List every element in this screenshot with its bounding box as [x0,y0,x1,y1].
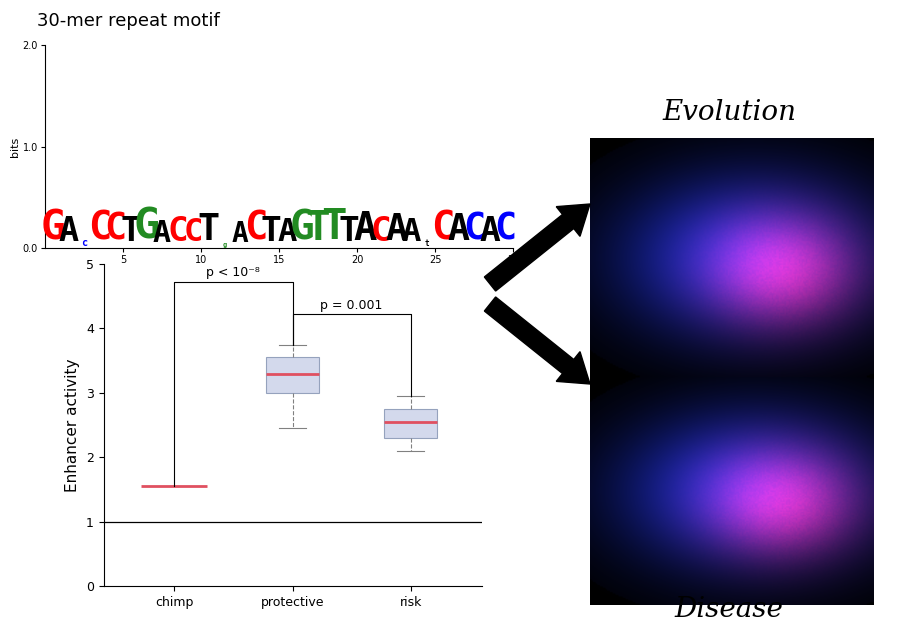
Text: T: T [121,215,141,248]
Text: A: A [353,210,376,248]
Text: G: G [40,209,65,248]
Text: T: T [306,209,330,248]
Text: C: C [494,211,517,248]
Text: A: A [385,211,407,248]
Text: C: C [370,215,391,248]
Text: C: C [244,210,267,248]
Text: C: C [167,215,188,248]
Text: Evolution: Evolution [662,99,796,126]
Y-axis label: Enhancer activity: Enhancer activity [65,358,80,492]
PathPatch shape [266,357,320,393]
Text: A: A [447,211,470,248]
Text: A: A [402,217,421,248]
Text: A: A [153,219,171,248]
Text: Disease: Disease [675,596,783,623]
Text: C: C [431,210,454,248]
Text: T: T [338,215,360,248]
Text: A: A [231,220,248,248]
Y-axis label: bits: bits [10,137,20,156]
Text: p = 0.001: p = 0.001 [320,299,382,312]
Text: g: g [222,242,227,248]
Text: T: T [198,211,220,248]
Text: t: t [425,239,429,248]
Text: c: c [81,238,87,248]
PathPatch shape [384,409,437,438]
Text: C: C [463,211,485,248]
Text: C: C [88,210,112,248]
Text: T: T [320,206,346,248]
Text: T: T [261,215,282,248]
FancyArrow shape [484,204,590,291]
Text: G: G [133,206,159,248]
Text: C: C [104,211,126,248]
FancyArrow shape [484,297,590,384]
Text: C: C [184,217,202,248]
Text: p < 10⁻⁸: p < 10⁻⁸ [206,267,260,279]
Text: G: G [290,209,315,248]
Text: A: A [277,217,296,248]
Text: 30-mer repeat motif: 30-mer repeat motif [37,12,220,30]
Text: A: A [58,215,78,248]
Text: A: A [479,215,500,248]
